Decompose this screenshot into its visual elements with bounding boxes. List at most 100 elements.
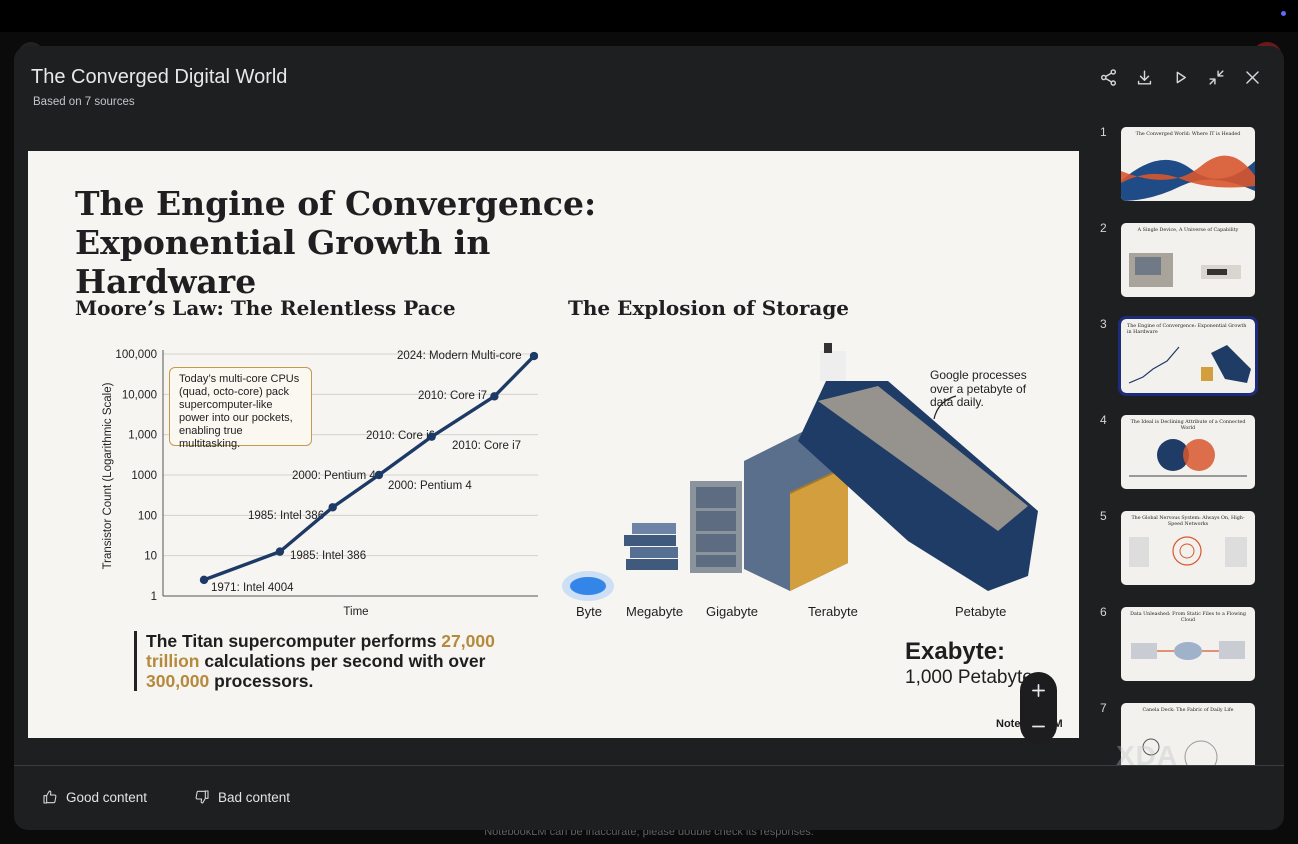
chart-x-label: Time — [343, 606, 368, 618]
good-content-label: Good content — [66, 789, 148, 805]
storage-illustration — [562, 343, 1038, 601]
slide-title: The Engine of Convergence: Exponential G… — [75, 184, 675, 301]
close-icon[interactable] — [1241, 66, 1264, 89]
plus-icon — [1032, 683, 1045, 697]
thumbnail-art — [1128, 345, 1251, 384]
slide-title-line-2: Exponential Growth in Hardware — [75, 223, 491, 301]
thumbnail-row: 7 Canela Deck: The Fabric of Daily Life — [1094, 700, 1274, 766]
chart-data-point — [275, 547, 285, 556]
window-top-bar — [0, 0, 1298, 32]
thumbnail-art — [1129, 536, 1247, 567]
play-icon[interactable] — [1169, 66, 1192, 89]
thumbnail-number: 2 — [1100, 221, 1107, 235]
chart-data-point — [199, 575, 209, 585]
titan-text-a: The Titan supercomputer performs — [146, 631, 442, 651]
chart-annotation: 2010: Core i7 — [452, 440, 521, 452]
slide-thumbnail-5[interactable]: The Global Nervous System: Always On, Hi… — [1121, 511, 1255, 585]
thumbnail-row: 4 The Ideal is Declining Attribute of a … — [1094, 412, 1274, 492]
zoom-in-button[interactable] — [1020, 672, 1057, 708]
slide-thumbnail-3[interactable]: The Engine of Convergence: Exponential G… — [1118, 316, 1258, 396]
book-stack — [624, 523, 678, 570]
thumbnail-number: 6 — [1100, 605, 1107, 619]
chart-annotation: 2010: Core i7 — [418, 390, 487, 402]
storage-label-byte: Byte — [576, 604, 603, 619]
good-content-button[interactable]: Good content — [42, 789, 147, 805]
storage-label-gigabyte: Gigabyte — [706, 604, 759, 619]
thumbnail-art — [1129, 253, 1241, 287]
storage-label-megabyte: Megabyte — [626, 604, 684, 619]
chart-annotation: 2010: Core i6 — [366, 430, 435, 442]
thumbnail-number: 7 — [1100, 701, 1107, 715]
deck-title: The Converged Digital World — [31, 66, 288, 88]
thumbnail-title: The Converged World: Where IT is Headed — [1135, 132, 1241, 137]
thumbnail-number: 4 — [1100, 413, 1107, 427]
minus-icon — [1032, 725, 1045, 727]
byte-gem — [570, 577, 606, 595]
thumbs-up-icon — [43, 790, 57, 804]
current-slide: The Engine of Convergence: Exponential G… — [28, 151, 1079, 738]
multicore-callout: Today’s multi-core CPUs (quad, octo-core… — [169, 367, 312, 450]
thumbnail-title: The Global Nervous System: Always On, Hi… — [1131, 516, 1245, 527]
slide-deck-viewer: The Converged Digital World Based on 7 s… — [14, 46, 1284, 830]
status-dot — [1281, 11, 1286, 16]
bad-content-button[interactable]: Bad content — [194, 789, 290, 805]
chart-y-tick-label: 1 — [151, 591, 157, 603]
titan-text-e: processors. — [209, 671, 314, 691]
thumbnail-art — [1142, 738, 1218, 766]
titan-text-c: calculations per second with over — [199, 651, 486, 671]
deck-subtitle: Based on 7 sources — [33, 96, 135, 108]
chart-data-point — [328, 503, 337, 512]
share-icon[interactable] — [1097, 66, 1120, 89]
xda-watermark: XDA — [1116, 740, 1179, 771]
google-petabyte-note: Google processes over a petabyte of data… — [930, 368, 1027, 409]
storage-container — [744, 431, 849, 591]
slide-thumbnail-2[interactable]: A Single Device, A Universe of Capabilit… — [1121, 223, 1255, 297]
slide-thumbnail-7[interactable]: Canela Deck: The Fabric of Daily Life — [1121, 703, 1255, 766]
chart-annotation: 2000: Pentium 4 — [292, 470, 376, 482]
header-actions — [1097, 66, 1264, 89]
thumbnail-row: 3 The Engine of Convergence: Exponential… — [1094, 316, 1274, 396]
download-icon[interactable] — [1133, 66, 1156, 89]
exabyte-subtext: 1,000 Petabytes — [905, 667, 1043, 688]
chart-y-tick-label: 10,000 — [122, 389, 157, 401]
thumbnail-title: Data Unleashed: From Static Files to a F… — [1130, 612, 1246, 623]
moore-law-chart: 1 10 100 1000 1,000 10,000 100,000 2024: Moder… — [102, 349, 538, 618]
chart-y-tick-label: 100,000 — [115, 349, 157, 361]
slide-thumbnail-6[interactable]: Data Unleashed: From Static Files to a F… — [1121, 607, 1255, 681]
chart-y-label: Transistor Count (Logarithmic Scale) — [102, 382, 114, 569]
slide-title-line-1: The Engine of Convergence: — [75, 184, 597, 223]
titan-fact: The Titan supercomputer performs 27,000 … — [134, 631, 514, 691]
moore-heading: Moore’s Law: The Relentless Pace — [75, 296, 456, 320]
storage-label-terabyte: Terabyte — [808, 604, 858, 619]
chart-annotation: 2024: Modern Multi-core — [397, 350, 522, 362]
thumbnail-number: 5 — [1100, 509, 1107, 523]
thumbnail-row: 2 A Single Device, A Universe of Capabil… — [1094, 220, 1274, 300]
titan-highlight-processors: 300,000 — [146, 671, 210, 691]
chart-y-tick-label: 10 — [144, 551, 157, 563]
zoom-controls — [1020, 672, 1057, 744]
footer-divider — [14, 765, 1284, 766]
cargo-ship — [798, 343, 1038, 591]
thumbnail-title: A Single Device, A Universe of Capabilit… — [1137, 228, 1239, 233]
thumbnail-title: The Ideal is Declining Attribute of a Co… — [1130, 420, 1246, 431]
titan-highlight-calcs: 27,000 trillion — [146, 631, 495, 671]
collapse-icon[interactable] — [1205, 66, 1228, 89]
chart-y-tick-label: 1,000 — [128, 430, 157, 442]
chart-data-point — [374, 470, 384, 480]
slide-thumbnail-4[interactable]: The Ideal is Declining Attribute of a Co… — [1121, 415, 1255, 489]
thumbnail-number: 3 — [1100, 317, 1107, 331]
storage-heading: The Explosion of Storage — [568, 296, 850, 320]
chart-y-tick-label: 1000 — [131, 470, 157, 482]
thumbnail-row: 1 The Converged World: Where IT is Heade… — [1094, 124, 1274, 204]
thumbnail-art — [1131, 641, 1245, 660]
chart-annotation: 1985: Intel 386 — [248, 510, 324, 522]
thumbnail-row: 6 Data Unleashed: From Static Files to a… — [1094, 604, 1274, 684]
chart-annotation: 1985: Intel 386 — [290, 550, 366, 562]
storage-label-petabyte: Petabyte — [955, 604, 1007, 619]
thumbnail-title: The Engine of Convergence: Exponential G… — [1127, 324, 1247, 335]
slide-thumbnail-1[interactable]: The Converged World: Where IT is Headed — [1121, 127, 1255, 201]
bad-content-label: Bad content — [218, 789, 291, 805]
slide-thumbnail-list[interactable]: 1 The Converged World: Where IT is Heade… — [1094, 124, 1274, 766]
exabyte-heading: Exabyte: — [905, 638, 1006, 665]
zoom-out-button[interactable] — [1020, 708, 1057, 744]
